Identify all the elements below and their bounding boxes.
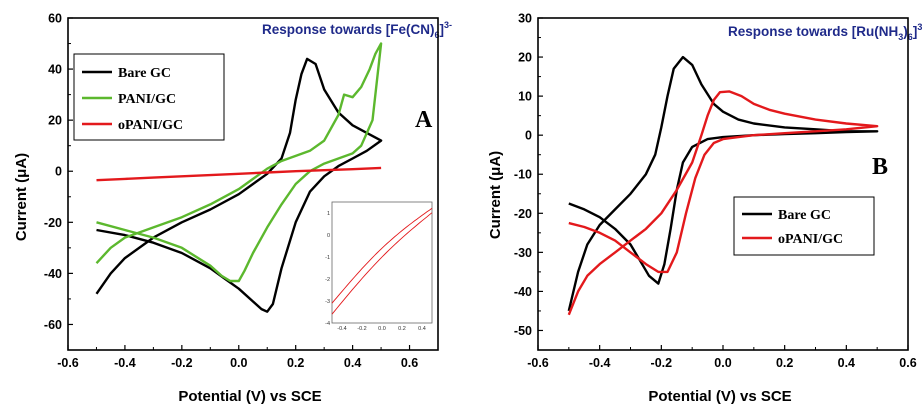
panel-b-chart: Response towards [Ru(NH3)6]3+ -0.6-0.4-0… xyxy=(487,12,922,406)
panel-b-y-tick-label: -10 xyxy=(514,168,532,182)
panel-b-series-line-bare-gc xyxy=(567,55,879,312)
panel-b-title-sup: 3+ xyxy=(917,22,922,32)
panel-b-legend: Bare GC oPANI/GC xyxy=(733,196,875,256)
panel-b-title-sub2: 6 xyxy=(908,32,913,42)
inset-y-tick-label: -4 xyxy=(325,321,330,327)
panel-b-x-tick-label: 0.4 xyxy=(838,356,855,370)
panel-b-x-tick-label: -0.6 xyxy=(527,356,549,370)
panel-a-y-tick-label: -60 xyxy=(44,318,62,332)
panel-a-x-tick-label: 0.4 xyxy=(344,356,361,370)
panel-b-title: Response towards [Ru(NH3)6]3+ xyxy=(728,22,922,42)
legend-label-opani-gc-b: oPANI/GC xyxy=(778,232,843,247)
panel-b-label: B xyxy=(872,154,888,180)
inset-curve-forward xyxy=(331,212,433,315)
panel-b-x-tick-label: 0.2 xyxy=(776,356,793,370)
panel-a-y-tick-label: 0 xyxy=(55,165,62,179)
panel-b-title-sub1: 3 xyxy=(898,32,903,42)
panel-a-chart: Response towards [Fe(CN)6]3- -0.6 -0.4 -0.… xyxy=(13,12,452,406)
inset-y-tick-label: 0 xyxy=(327,233,330,239)
inset-x-tick-label: -0.4 xyxy=(337,326,346,332)
panel-b-x-tick-label: 0.6 xyxy=(899,356,916,370)
panel-b-x-axis-label: Potential (V) vs SCE xyxy=(648,388,791,405)
panel-a-title-close: ] xyxy=(440,22,445,37)
panel-b-x-tick-label: -0.4 xyxy=(589,356,611,370)
panel-a-x-axis-label: Potential (V) vs SCE xyxy=(178,388,321,405)
panel-b-x-tick-label: -0.2 xyxy=(651,356,673,370)
panel-b-series xyxy=(567,55,879,316)
panel-b-plot-frame xyxy=(537,17,909,351)
panel-b-x-tick-label: 0.0 xyxy=(714,356,731,370)
panel-b-y-tick-label: 30 xyxy=(518,12,532,26)
panel-a-title-sub: 6 xyxy=(435,30,440,40)
legend-label-bare-gc-a: Bare GC xyxy=(118,66,171,81)
panel-a-inset: -0.4 -0.2 0.0 0.2 0.4 1 0 -1 -2 -3 -4 xyxy=(325,201,433,332)
panel-b-series-line-opani-gc xyxy=(567,90,879,316)
panel-a-y-tick-label: 40 xyxy=(48,63,62,77)
legend-label-bare-gc-b: Bare GC xyxy=(778,208,831,223)
panel-b-title-close: ] xyxy=(913,24,918,39)
panel-a-title-sup: 3- xyxy=(444,20,452,30)
legend-label-opani-gc-a: oPANI/GC xyxy=(118,118,183,133)
inset-x-tick-label: -0.2 xyxy=(357,326,366,332)
panel-a-series-line-pani-gc xyxy=(95,42,383,283)
panel-a-x-tick-label: -0.6 xyxy=(57,356,79,370)
panel-a-y-tick-label: 60 xyxy=(48,12,62,26)
panel-b-title-mid: ) xyxy=(903,24,908,39)
inset-x-tick-label: 0.4 xyxy=(418,326,426,332)
panel-b-y-axis-label: Current (μA) xyxy=(487,151,504,239)
panel-a-series xyxy=(95,42,383,313)
panel-a-x-tick-label: 0.6 xyxy=(401,356,418,370)
panel-a-label: A xyxy=(415,107,433,133)
panel-b-axes: -0.6 -0.4 -0.2 0.0 0.2 0.4 0.6 -50 -40 -30 -20 -10 0… xyxy=(514,12,917,371)
panel-a-y-tick-label: -20 xyxy=(44,216,62,230)
panel-a-x-tick-label: 0.0 xyxy=(230,356,247,370)
panel-b-y-tick-label: 10 xyxy=(518,90,532,104)
panel-a-title-main: Response towards [Fe(CN) xyxy=(262,22,435,37)
panel-a-x-tick-label: 0.2 xyxy=(287,356,304,370)
panel-a-legend: Bare GC PANI/GC oPANI/GC xyxy=(73,53,225,141)
panel-b-title-main: Response towards [Ru(NH xyxy=(728,24,898,39)
inset-x-tick-label: 0.0 xyxy=(378,326,386,332)
panel-a-y-axis-label: Current (μA) xyxy=(13,153,30,241)
panel-a-series-line-opani-gc xyxy=(96,166,382,182)
panel-b-y-tick-label: -20 xyxy=(514,207,532,221)
legend-label-pani-gc: PANI/GC xyxy=(118,92,176,107)
panel-a-y-tick-label: 20 xyxy=(48,114,62,128)
inset-curve-reverse xyxy=(331,207,433,304)
panel-b-y-tick-label: -40 xyxy=(514,285,532,299)
panel-a-y-tick-label: -40 xyxy=(44,267,62,281)
inset-y-tick-label: 1 xyxy=(327,211,330,217)
inset-frame xyxy=(331,201,433,324)
panel-b-y-tick-label: 20 xyxy=(518,51,532,65)
panel-b-legend-box xyxy=(733,196,875,256)
inset-y-tick-label: -2 xyxy=(325,277,330,283)
panel-b-y-tick-label: -50 xyxy=(514,324,532,338)
panel-b-y-tick-label: -30 xyxy=(514,246,532,260)
panel-b-y-tick-label: 0 xyxy=(525,129,532,143)
inset-x-tick-label: 0.2 xyxy=(398,326,406,332)
panel-a-series-line-bare-gc xyxy=(95,57,383,313)
inset-y-tick-label: -1 xyxy=(325,255,330,261)
panel-a-x-tick-label: -0.4 xyxy=(114,356,136,370)
panel-a-x-tick-label: -0.2 xyxy=(171,356,193,370)
panel-a-plot-frame xyxy=(67,17,439,351)
panel-a-title: Response towards [Fe(CN)6]3- xyxy=(262,20,452,40)
inset-y-tick-label: -3 xyxy=(325,299,330,305)
